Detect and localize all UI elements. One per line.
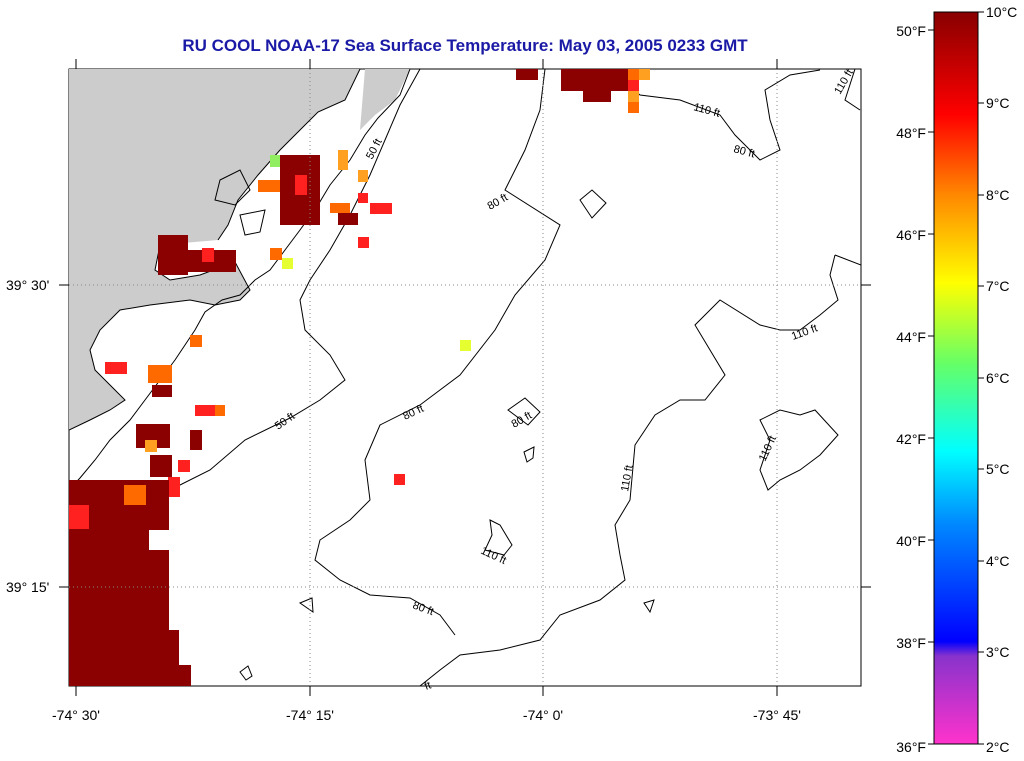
land-mass: [69, 69, 360, 430]
colorbar-f-label: 38°F: [896, 635, 926, 651]
colorbar-c-label: 8°C: [986, 187, 1010, 203]
contour-label: ft: [423, 679, 433, 692]
colorbar-c-label: 5°C: [986, 461, 1010, 477]
colorbar-c-label: 2°C: [986, 739, 1010, 755]
depth-contours: [69, 69, 861, 686]
contour-label: 80 ft: [732, 143, 756, 160]
colorbar-f-label: 40°F: [896, 533, 926, 549]
x-tick-label: -74° 30': [52, 707, 100, 723]
colorbar-c-label: 9°C: [986, 95, 1010, 111]
colorbar-f-label: 36°F: [896, 739, 926, 755]
barrier-island: [360, 69, 410, 130]
x-tick-label: -73° 45': [753, 707, 801, 723]
colorbar-f-label: 46°F: [896, 227, 926, 243]
y-tick-label: 39° 15': [6, 579, 49, 595]
colorbar-f-label: 50°F: [896, 23, 926, 39]
colorbar-c-label: 3°C: [986, 644, 1010, 660]
contour-label: 110 ft: [619, 464, 635, 492]
colorbar-c-label: 10°C: [986, 4, 1017, 20]
colorbar-c-label: 6°C: [986, 370, 1010, 386]
x-tick-label: -74° 15': [286, 707, 334, 723]
coastline: [69, 69, 411, 491]
colorbar-f-label: 44°F: [896, 329, 926, 345]
inner-shoreline: [69, 69, 361, 431]
grid-lines: [69, 69, 861, 686]
colorbar: 50°F 48°F 46°F 44°F 42°F 40°F 38°F 36°F …: [896, 4, 1017, 755]
x-axis-labels: -74° 30' -74° 15' -74° 0' -73° 45': [52, 707, 801, 723]
map-title: RU COOL NOAA-17 Sea Surface Temperature:…: [182, 36, 748, 55]
colorbar-c-label: 4°C: [986, 553, 1010, 569]
colorbar-f-label: 42°F: [896, 431, 926, 447]
colorbar-c-label: 7°C: [986, 278, 1010, 294]
y-axis-labels: 39° 30' 39° 15': [6, 277, 49, 595]
colorbar-gradient: [933, 11, 979, 745]
axis-ticks: [59, 59, 871, 696]
sst-pixels: [69, 69, 650, 686]
x-tick-label: -74° 0': [523, 707, 563, 723]
y-tick-label: 39° 30': [6, 277, 49, 293]
colorbar-f-label: 48°F: [896, 125, 926, 141]
